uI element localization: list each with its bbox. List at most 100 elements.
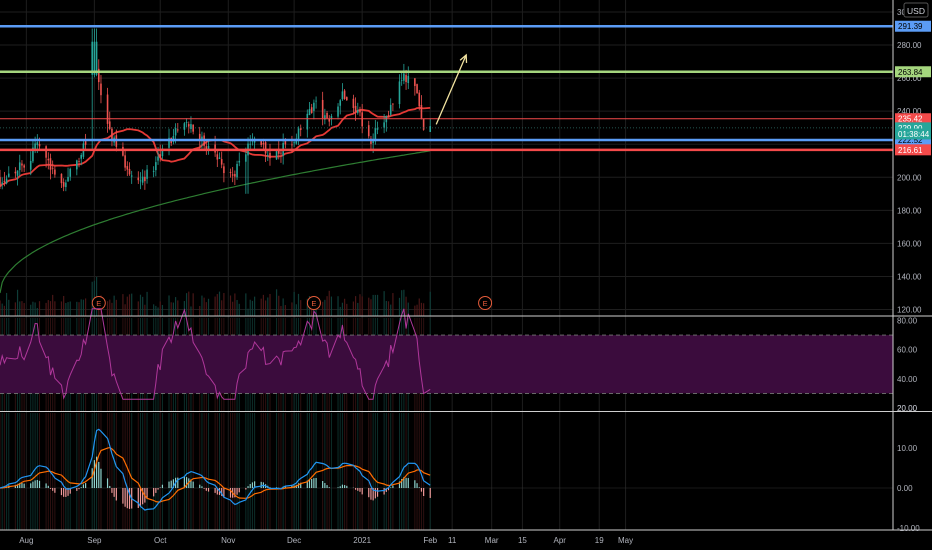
macd-histogram-bar <box>354 488 357 490</box>
candle-body <box>176 129 179 131</box>
volume-bar <box>21 301 23 316</box>
volume-bar <box>144 304 146 316</box>
level-price-tag-box[interactable] <box>895 134 931 146</box>
candle-body <box>32 147 34 162</box>
candle-body <box>187 124 190 127</box>
volume-bar <box>357 302 359 316</box>
macd-histogram-bar <box>247 486 249 488</box>
level-price-tag-box[interactable] <box>895 66 931 78</box>
level-price-tag-box[interactable] <box>895 144 931 156</box>
macd-histogram-bar <box>229 488 232 498</box>
candle-body <box>214 144 216 153</box>
candle-body <box>354 105 357 113</box>
projection-arrow[interactable] <box>435 53 468 125</box>
currency-label[interactable]: USD <box>903 2 929 18</box>
candle-body <box>60 173 63 184</box>
candle-body <box>405 75 407 83</box>
volume-bar <box>221 300 223 316</box>
earnings-marker-label: E <box>483 299 488 308</box>
earnings-marker[interactable] <box>91 296 106 310</box>
arrow-shaft[interactable] <box>435 54 467 125</box>
price-tick-label: 120.00 <box>897 306 922 315</box>
candle-body <box>111 128 113 142</box>
candle-body <box>398 81 401 105</box>
level-price-tag-text: 216.61 <box>898 146 923 155</box>
volume-bar <box>429 291 431 316</box>
macd-histogram-bar <box>370 488 372 500</box>
macd-histogram-bar <box>124 488 126 507</box>
candle-body <box>392 103 394 105</box>
volume-bar <box>392 293 394 316</box>
macd-histogram-bar <box>372 488 374 501</box>
candle-body <box>198 133 201 142</box>
macd-histogram-bar <box>45 483 47 488</box>
candle-body <box>389 104 392 115</box>
macd-histogram-bar <box>115 488 117 501</box>
price-tick-label: 200.00 <box>897 173 922 182</box>
candle-body <box>16 170 19 176</box>
macd-histogram-bar <box>361 488 363 495</box>
volume-bar <box>267 297 269 316</box>
countdown-tag-box[interactable] <box>895 128 931 140</box>
candle-body <box>93 41 96 75</box>
candle-body <box>262 142 265 145</box>
macd-histogram-bar <box>142 488 144 505</box>
macd-histogram-bar <box>128 488 131 509</box>
grid-layer <box>0 0 893 530</box>
macd-histogram-bar <box>376 488 379 497</box>
earnings-marker[interactable] <box>478 296 493 310</box>
candle-body <box>124 155 126 168</box>
candle-body <box>183 123 186 130</box>
candle-body <box>387 115 390 117</box>
candle-body <box>400 79 403 81</box>
candle-body <box>67 176 69 182</box>
macd-histogram-bar <box>34 480 36 488</box>
volume-bar <box>175 297 177 316</box>
macd-histogram-bar <box>429 488 431 498</box>
candle-body <box>339 100 342 106</box>
volume-bar <box>161 304 164 316</box>
candle-body <box>264 142 267 154</box>
macd-histogram-bar <box>185 477 188 488</box>
volume-bar <box>192 293 194 316</box>
candle-body <box>266 154 269 156</box>
macd-histogram-bar <box>95 456 98 488</box>
earnings-marker[interactable] <box>306 296 321 310</box>
candle-body <box>14 171 17 174</box>
arrow-head[interactable] <box>459 53 468 63</box>
candle-body <box>201 136 203 141</box>
rsi-tick-label: 60.00 <box>897 346 918 355</box>
price-tick-label: 280.00 <box>897 41 922 50</box>
macd-histogram-bar <box>49 488 52 489</box>
candle-body <box>128 168 131 175</box>
volume-bar <box>172 302 175 316</box>
macd-histogram-bar <box>324 483 326 488</box>
last-price-tag-box[interactable] <box>895 122 931 134</box>
price-axis[interactable]: 120.00140.00160.00180.00200.00220.00240.… <box>895 8 931 533</box>
macd-histogram-bar <box>201 486 203 488</box>
candle-body <box>76 160 78 170</box>
volume-bar <box>85 298 87 316</box>
time-tick-label: May <box>618 536 633 545</box>
time-axis[interactable]: Aug Sep Oct Nov Dec 2021 Feb 11 Mar 15 Apr 19 May <box>19 536 633 545</box>
level-price-tag-box[interactable] <box>895 20 931 32</box>
candle-body <box>275 151 278 160</box>
candle-body <box>45 146 47 158</box>
volume-bar <box>80 299 82 316</box>
volume-bar <box>387 301 390 316</box>
volume-bar <box>262 294 264 316</box>
level-price-tag-text: 235.42 <box>898 115 923 124</box>
time-tick-label: 19 <box>595 536 604 545</box>
macd-histogram-bar <box>14 484 16 488</box>
macd-histogram-bar <box>420 488 423 492</box>
currency-badge[interactable] <box>903 2 929 18</box>
horizontal-levels[interactable] <box>0 24 893 152</box>
time-tick-label: Aug <box>19 536 33 545</box>
level-price-tag-box[interactable] <box>895 113 931 125</box>
candle-body <box>343 90 346 99</box>
macd-histogram-bar <box>328 487 330 488</box>
volume-bar <box>390 304 392 316</box>
macd-histogram-bar <box>341 484 344 488</box>
